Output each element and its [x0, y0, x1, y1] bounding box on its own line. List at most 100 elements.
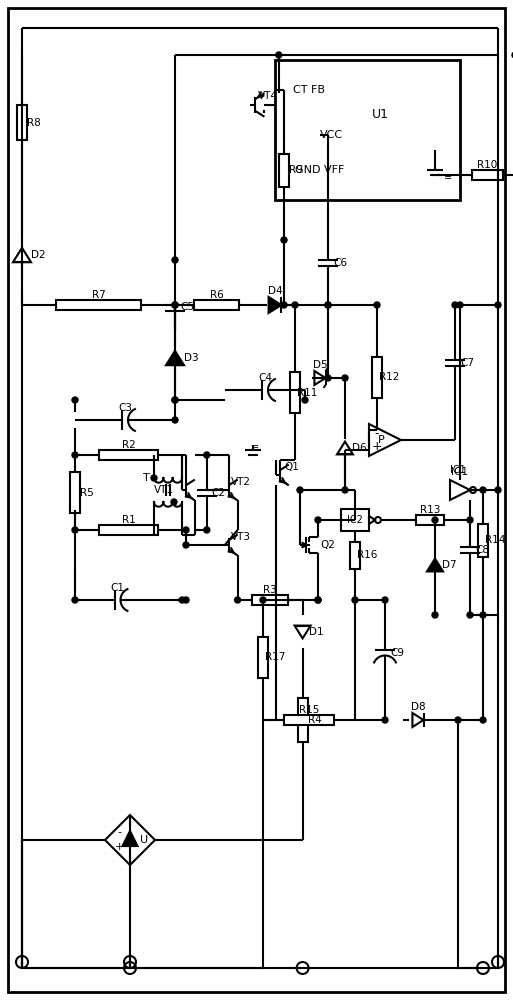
Text: +: +	[372, 440, 382, 452]
Circle shape	[382, 597, 388, 603]
Bar	[279, 153, 289, 186]
Circle shape	[171, 499, 177, 505]
Circle shape	[352, 597, 358, 603]
Text: IC1: IC1	[451, 467, 468, 477]
Polygon shape	[369, 424, 401, 456]
Bar	[478, 524, 488, 556]
Circle shape	[342, 375, 348, 381]
Polygon shape	[123, 831, 137, 846]
Text: C2: C2	[212, 488, 226, 497]
Circle shape	[374, 302, 380, 308]
Circle shape	[457, 302, 463, 308]
Polygon shape	[166, 351, 184, 365]
Circle shape	[172, 397, 178, 403]
Text: C4: C4	[258, 373, 272, 383]
Circle shape	[72, 597, 78, 603]
Circle shape	[480, 717, 486, 723]
Circle shape	[297, 487, 303, 493]
Text: U1: U1	[371, 108, 388, 121]
Circle shape	[470, 487, 476, 493]
Text: -: -	[375, 428, 379, 440]
Text: C6: C6	[333, 257, 347, 267]
Text: C8: C8	[475, 545, 489, 555]
Circle shape	[315, 597, 321, 603]
Text: CT FB: CT FB	[293, 85, 325, 95]
Polygon shape	[13, 248, 31, 262]
Text: C5: C5	[180, 302, 194, 312]
Circle shape	[72, 397, 78, 403]
Polygon shape	[269, 297, 282, 313]
Circle shape	[276, 52, 282, 58]
Circle shape	[281, 237, 287, 243]
Circle shape	[172, 397, 178, 403]
Text: C7: C7	[460, 358, 474, 367]
Text: Q2: Q2	[321, 540, 336, 550]
Circle shape	[204, 527, 210, 533]
Text: C9: C9	[390, 648, 404, 658]
Circle shape	[512, 52, 513, 58]
Bar	[56, 300, 141, 310]
Circle shape	[467, 612, 473, 618]
Text: D2: D2	[31, 250, 45, 260]
Bar	[298, 698, 308, 742]
Text: R7: R7	[92, 290, 105, 300]
Bar	[70, 472, 80, 513]
Text: +: +	[114, 842, 124, 852]
Text: R10: R10	[478, 160, 498, 170]
Text: D7: D7	[442, 560, 456, 570]
Circle shape	[183, 542, 189, 548]
Text: Q1: Q1	[285, 462, 300, 472]
Text: D4: D4	[268, 286, 282, 296]
Circle shape	[179, 597, 185, 603]
Bar	[416, 515, 444, 525]
Circle shape	[72, 527, 78, 533]
Circle shape	[382, 717, 388, 723]
Polygon shape	[369, 516, 375, 524]
Text: R9: R9	[289, 165, 303, 175]
Text: R16: R16	[357, 550, 377, 560]
Circle shape	[325, 302, 331, 308]
Circle shape	[325, 302, 331, 308]
Text: R4: R4	[308, 715, 322, 725]
Circle shape	[72, 452, 78, 458]
Bar	[17, 105, 27, 140]
Bar	[472, 170, 503, 180]
Circle shape	[151, 475, 157, 481]
Circle shape	[260, 597, 266, 603]
Polygon shape	[450, 480, 470, 500]
Bar	[284, 715, 334, 725]
Text: VT3: VT3	[231, 532, 251, 542]
Circle shape	[467, 517, 473, 523]
Text: D1: D1	[309, 627, 324, 637]
Circle shape	[342, 487, 348, 493]
Polygon shape	[314, 371, 326, 385]
Text: R3: R3	[263, 585, 277, 595]
Circle shape	[183, 597, 189, 603]
Polygon shape	[105, 815, 155, 865]
Circle shape	[172, 302, 178, 308]
Bar	[99, 525, 158, 535]
Text: R14: R14	[485, 535, 505, 545]
Bar	[275, 60, 460, 200]
Text: IC2: IC2	[347, 515, 363, 525]
Text: IC1: IC1	[450, 465, 466, 475]
Circle shape	[292, 302, 298, 308]
Text: R5: R5	[80, 488, 94, 497]
Text: =: =	[250, 442, 259, 452]
Bar	[258, 637, 268, 678]
Circle shape	[172, 257, 178, 263]
Bar	[350, 542, 360, 569]
Circle shape	[495, 487, 501, 493]
Text: VT1: VT1	[154, 485, 174, 495]
Circle shape	[315, 517, 321, 523]
Bar	[341, 509, 369, 531]
Text: R17: R17	[265, 652, 285, 662]
Text: R2: R2	[122, 440, 135, 450]
Circle shape	[455, 717, 461, 723]
Text: R1: R1	[122, 515, 135, 525]
Bar	[290, 372, 300, 413]
Bar	[99, 450, 158, 460]
Text: T: T	[143, 473, 149, 483]
Polygon shape	[337, 442, 353, 454]
Circle shape	[234, 597, 241, 603]
